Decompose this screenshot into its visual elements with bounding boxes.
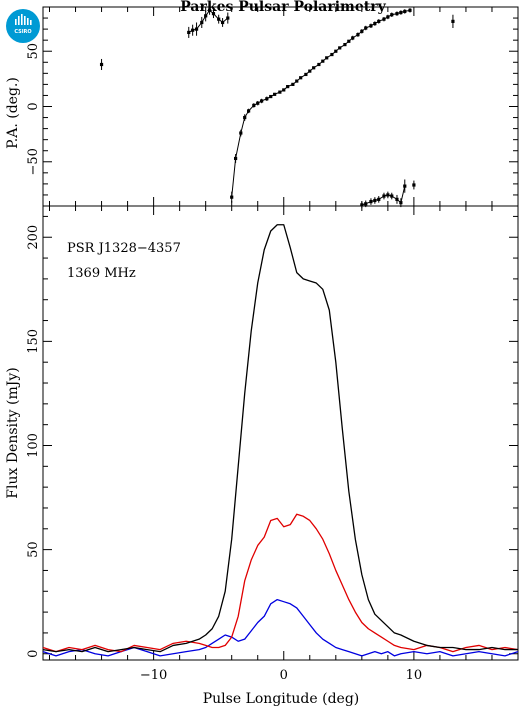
pa-point [334,49,338,53]
pa-point [343,42,347,47]
pa-point [395,12,399,16]
pa-point [399,201,403,205]
pa-point [299,76,303,80]
pa-point [234,156,238,161]
pa-point [377,197,381,201]
pa-point [369,24,373,28]
x-tick-label: 0 [280,668,288,683]
pulsar-name-note: PSR J1328−4357 [67,241,181,256]
profile-y-tick-label: 200 [26,225,41,250]
pa-point [269,94,273,99]
pa-y-tick-label: 50 [26,43,41,60]
pa-point [191,28,195,32]
pa-point [390,13,394,17]
csiro-logo: CSIRO [6,9,40,43]
pa-point [395,197,399,201]
pa-y-tick-label: 0 [26,102,41,110]
pa-point [382,17,386,21]
pa-point [373,21,377,26]
pa-point [386,193,390,197]
profile-y-tick-label: 150 [26,329,41,354]
pa-point [273,92,277,96]
x-tick-label: −10 [140,668,167,683]
pa-point [408,8,412,12]
pa-point [99,62,104,67]
pa-point [204,14,208,18]
pa-point [260,99,264,103]
pa-y-axis-title: P.A. (deg.) [5,77,21,149]
pa-point [451,19,455,23]
pa-point [386,15,390,19]
pa-point [373,198,377,203]
profile-series-lines [42,224,519,657]
pa-point [286,85,290,89]
pa-point [317,62,321,67]
pa-point [226,16,230,20]
profile-y-tick-label: 100 [26,433,41,458]
pa-point [187,30,191,35]
pa-point [207,8,212,12]
pa-y-tick-label: −50 [26,148,41,175]
pa-point [295,79,299,83]
x-axis-title: Pulse Longitude (deg) [203,691,360,707]
pa-point [282,88,286,92]
pa-point [364,202,368,206]
pa-point [239,131,243,135]
profile-y-tick-label: 50 [26,541,41,558]
pa-sweep-line [188,9,229,33]
pa-point [347,39,351,43]
pa-point [194,27,199,31]
pa-point [278,90,282,94]
pa-point [369,199,373,204]
pa-point [364,26,368,30]
pa-point [399,10,403,15]
pa-point [304,72,308,77]
csiro-logo-label: CSIRO [14,29,31,35]
profile-panel-frame [42,205,519,661]
pa-point [217,17,221,21]
pa-point [338,46,342,50]
pa-point [390,194,394,198]
csiro-logo-circle [6,9,40,43]
total-intensity-line [42,224,518,653]
pa-point [321,59,325,63]
pa-point [377,19,381,23]
x-tick-label: 10 [406,668,423,683]
pa-point [360,29,364,33]
pa-point [330,52,334,57]
pa-point [265,97,269,101]
pa-point [230,195,234,199]
profile-y-axis-title: Flux Density (mJy) [5,367,21,498]
pa-point [356,33,360,37]
pa-point [252,103,256,107]
pa-point [256,101,260,105]
pa-panel-frame [42,6,519,207]
pa-point [403,9,407,14]
pa-point [382,194,386,198]
linear-polarization-line [42,513,519,653]
pa-point [308,69,312,73]
pa-point [247,109,251,113]
pa-point [211,12,216,16]
pa-point [360,203,364,207]
pa-point [403,184,407,188]
pa-point [220,20,225,25]
pa-axis-ticks: −50 0 50 [26,7,519,206]
pa-point [351,36,355,40]
pa-point [312,66,316,70]
frequency-note: 1369 MHz [67,266,136,281]
pa-point [200,20,204,25]
profile-y-tick-label: 0 [26,650,41,658]
pa-point [291,82,295,86]
pa-point [243,115,247,120]
pa-point [325,56,329,60]
pa-point [412,183,416,187]
pa-data-points [99,5,455,209]
circular-polarization-line [42,598,519,657]
